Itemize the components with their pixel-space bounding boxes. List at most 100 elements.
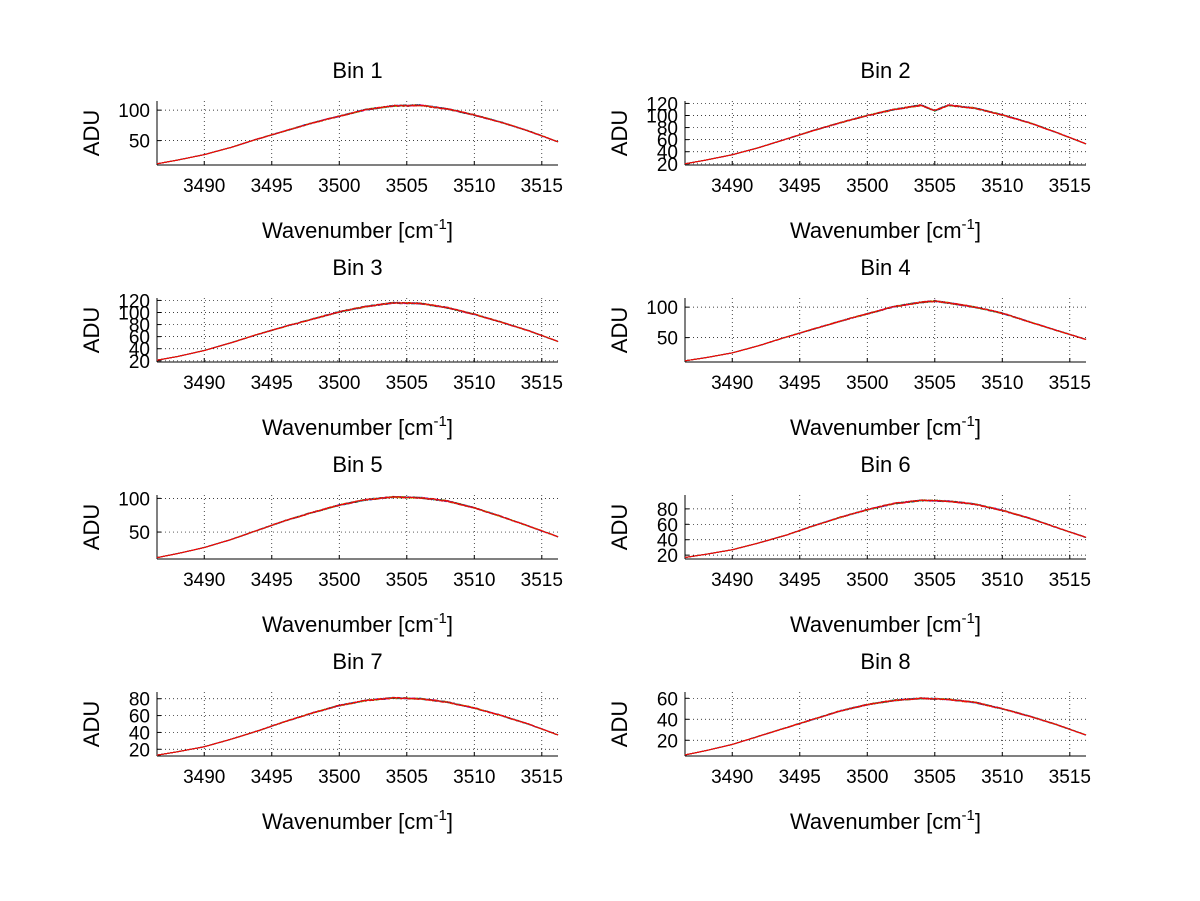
y-tick-label: 100 <box>118 489 150 510</box>
x-tick-label: 3500 <box>318 373 360 394</box>
y-axis-label: ADU <box>607 307 632 353</box>
subplot-bin-4: 3490 3495 3500 3505 3510 3515 50 100 Bin 4 Wavenu… <box>607 255 1091 440</box>
y-axis-label: ADU <box>79 701 104 747</box>
x-tick-label: 3490 <box>183 373 225 394</box>
x-tick-label: 3490 <box>183 767 225 788</box>
y-tick-label: 20 <box>657 731 678 752</box>
x-tick-label: 3500 <box>318 570 360 591</box>
y-tick-label: 60 <box>129 328 150 349</box>
subplot-title: Bin 2 <box>860 58 910 83</box>
x-tick-label: 3515 <box>521 570 563 591</box>
y-tick-label: 40 <box>657 710 678 731</box>
y-tick-label: 40 <box>129 340 150 361</box>
x-axis-label: Wavenumber [cm-1] <box>790 610 981 637</box>
x-tick-label: 3510 <box>453 767 495 788</box>
x-tick-label: 3495 <box>251 373 293 394</box>
x-tick-label: 3515 <box>1049 176 1091 197</box>
x-axis-label: Wavenumber [cm-1] <box>262 807 453 834</box>
subplot-bin-1: 3490 3495 3500 3505 3510 3515 50 100 Bin 1 Wavenu… <box>79 58 563 243</box>
x-tick-label: 3490 <box>183 176 225 197</box>
spectrum-line <box>684 300 1087 362</box>
y-tick-label: 80 <box>129 316 150 337</box>
y-tick-label: 50 <box>129 523 150 544</box>
x-tick-label: 3490 <box>711 176 753 197</box>
x-tick-label: 3510 <box>981 570 1023 591</box>
x-tick-label: 3515 <box>1049 767 1091 788</box>
x-axis-label: Wavenumber [cm-1] <box>790 413 981 440</box>
y-axis-label: ADU <box>79 110 104 156</box>
y-tick-label: 20 <box>657 546 678 567</box>
x-tick-label: 3490 <box>711 767 753 788</box>
spectrum-line <box>156 104 559 165</box>
y-tick-label: 100 <box>118 303 150 324</box>
y-tick-label: 60 <box>657 689 678 710</box>
y-tick-label: 120 <box>646 94 678 115</box>
y-tick-label: 100 <box>646 298 678 319</box>
x-tick-label: 3495 <box>779 570 821 591</box>
y-axis-label: ADU <box>607 110 632 156</box>
subplot-title: Bin 3 <box>332 255 382 280</box>
x-tick-label: 3510 <box>453 373 495 394</box>
subplot-title: Bin 6 <box>860 452 910 477</box>
x-tick-label: 3505 <box>914 373 956 394</box>
x-tick-label: 3515 <box>521 373 563 394</box>
y-tick-label: 100 <box>646 106 678 127</box>
x-tick-label: 3495 <box>251 176 293 197</box>
x-tick-label: 3510 <box>981 373 1023 394</box>
x-axis-label: Wavenumber [cm-1] <box>790 807 981 834</box>
y-tick-label: 50 <box>129 132 150 153</box>
x-tick-label: 3515 <box>521 767 563 788</box>
x-tick-label: 3490 <box>711 570 753 591</box>
y-axis-label: ADU <box>607 504 632 550</box>
x-tick-label: 3505 <box>386 373 428 394</box>
subplot-title: Bin 4 <box>860 255 910 280</box>
subplot-grid: 3490 3495 3500 3505 3510 3515 50 100 Bin 1 Wavenu… <box>79 58 1091 834</box>
subplot-title: Bin 7 <box>332 649 382 674</box>
x-tick-label: 3495 <box>779 176 821 197</box>
spectrum-line <box>156 302 559 361</box>
y-tick-label: 40 <box>657 143 678 164</box>
x-tick-label: 3510 <box>453 176 495 197</box>
x-tick-label: 3510 <box>981 176 1023 197</box>
x-axis-label: Wavenumber [cm-1] <box>262 610 453 637</box>
x-tick-label: 3490 <box>183 570 225 591</box>
x-tick-label: 3505 <box>386 570 428 591</box>
spectrum-line <box>684 499 1087 558</box>
y-tick-label: 80 <box>129 690 150 711</box>
x-tick-label: 3515 <box>1049 373 1091 394</box>
x-tick-label: 3495 <box>779 373 821 394</box>
x-tick-label: 3490 <box>711 373 753 394</box>
subplot-bin-5: 3490 3495 3500 3505 3510 3515 50 100 Bin 5 Wavenu… <box>79 452 563 637</box>
y-tick-label: 80 <box>657 119 678 140</box>
x-tick-label: 3505 <box>914 570 956 591</box>
spectrum-line <box>684 104 1087 165</box>
spectrum-line <box>684 697 1087 756</box>
x-tick-label: 3510 <box>453 570 495 591</box>
y-tick-label: 20 <box>657 155 678 176</box>
spectrum-line <box>156 496 559 559</box>
x-tick-label: 3500 <box>846 570 888 591</box>
x-tick-label: 3495 <box>779 767 821 788</box>
y-tick-label: 40 <box>129 723 150 744</box>
x-tick-label: 3505 <box>914 767 956 788</box>
x-tick-label: 3500 <box>846 373 888 394</box>
subplot-title: Bin 1 <box>332 58 382 83</box>
x-tick-label: 3515 <box>1049 570 1091 591</box>
x-tick-label: 3500 <box>318 767 360 788</box>
y-tick-label: 20 <box>129 352 150 373</box>
y-axis-label: ADU <box>79 307 104 353</box>
y-tick-label: 60 <box>657 515 678 536</box>
x-tick-label: 3500 <box>318 176 360 197</box>
x-tick-label: 3510 <box>981 767 1023 788</box>
spectrum-line <box>156 696 559 756</box>
y-tick-label: 60 <box>129 707 150 728</box>
y-tick-label: 80 <box>657 500 678 521</box>
x-axis-label: Wavenumber [cm-1] <box>262 216 453 243</box>
y-axis-label: ADU <box>79 504 104 550</box>
x-tick-label: 3500 <box>846 767 888 788</box>
